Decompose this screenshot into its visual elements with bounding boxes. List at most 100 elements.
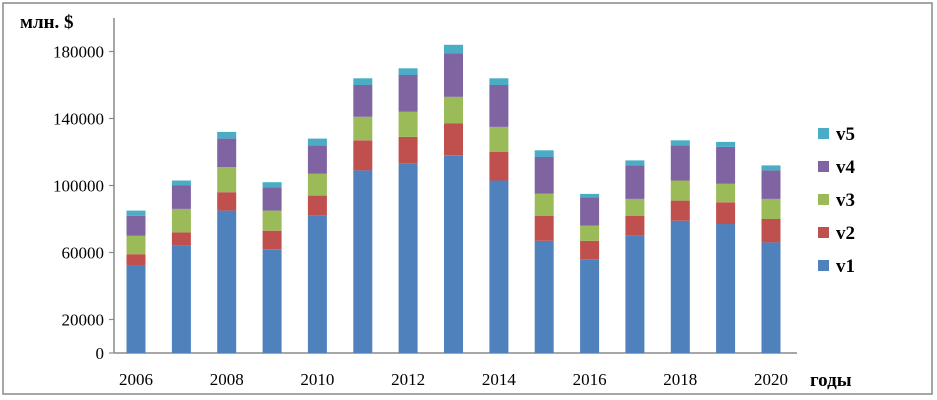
legend-label-v2: v2 [836,223,855,244]
bar-segment-v4-2012 [398,74,418,112]
bar-segment-v3-2020 [761,198,781,219]
bar-segment-v5-2009 [262,182,282,188]
bar-segment-v2-2010 [307,195,327,216]
x-tick-label-2014: 2014 [482,370,517,389]
x-tick-label-2016: 2016 [573,370,607,389]
x-tick-label-2012: 2012 [391,370,425,389]
bar-segment-v2-2009 [262,230,282,250]
bar-segment-v2-2014 [489,152,509,181]
y-tick-label-0: 0 [96,344,105,363]
legend-label-v4: v4 [836,157,856,178]
bar-segment-v2-2011 [353,140,373,171]
bar-segment-v5-2018 [670,140,690,146]
y-tick-label-60000: 60000 [62,244,105,263]
bar-segment-v1-2009 [262,249,282,353]
bar-segment-v3-2006 [126,235,146,255]
bar-segment-v2-2015 [534,215,554,241]
x-tick-label-2018: 2018 [663,370,697,389]
bar-segment-v4-2018 [670,145,690,181]
bar-segment-v1-2014 [489,180,509,353]
legend-swatch-v5 [818,128,829,139]
bar-segment-v5-2006 [126,210,146,216]
y-tick-label-100000: 100000 [53,177,104,196]
legend-swatch-v2 [818,227,829,238]
bar-segment-v5-2017 [625,160,645,166]
bar-segment-v4-2016 [580,197,600,226]
bar-segment-v1-2010 [307,215,327,353]
bar-segment-v5-2019 [716,141,736,147]
bar-segment-v4-2011 [353,85,373,117]
bar-segment-v2-2006 [126,254,146,266]
legend: v5 v4 v3 v2 v1 [818,124,856,277]
bar-segment-v4-2010 [307,145,327,174]
bar-segment-v5-2010 [307,138,327,146]
bar-segment-v1-2011 [353,170,373,353]
bar-segment-v3-2010 [307,173,327,196]
x-tick-label-2010: 2010 [300,370,334,389]
bar-segment-v2-2017 [625,215,645,236]
bar-segment-v3-2015 [534,193,554,216]
bar-segment-v4-2014 [489,85,509,127]
y-tick-label-180000: 180000 [53,43,104,62]
bar-segment-v5-2011 [353,78,373,85]
legend-label-v3: v3 [836,190,855,211]
y-tick-label-20000: 20000 [62,311,105,330]
bar-segment-v3-2017 [625,198,645,216]
bar-segment-v4-2017 [625,165,645,199]
x-ticks-group: 2006 2008 2010 2012 2014 2016 2018 2020 [119,370,788,389]
bars-group [126,44,781,354]
bar-segment-v3-2018 [670,180,690,201]
bar-segment-v4-2008 [217,138,237,168]
bar-segment-v1-2008 [217,210,237,353]
bar-segment-v1-2013 [444,155,463,353]
bar-segment-v4-2015 [534,157,554,194]
bar-segment-v3-2016 [580,225,600,241]
bar-segment-v5-2007 [171,180,191,186]
x-tick-label-2020: 2020 [754,370,788,389]
bar-segment-v3-2012 [398,111,418,137]
bar-segment-v1-2017 [625,235,645,354]
bar-segment-v4-2020 [761,170,781,199]
x-tick-label-2006: 2006 [119,370,153,389]
bar-segment-v1-2018 [670,220,690,353]
bar-segment-v5-2020 [761,165,781,171]
bar-segment-v5-2008 [217,131,237,139]
bar-segment-v1-2012 [398,163,418,353]
legend-swatch-v1 [818,260,829,271]
bar-segment-v5-2012 [398,68,418,75]
bar-segment-v2-2007 [171,232,191,246]
bar-segment-v4-2007 [171,185,191,209]
legend-swatch-v4 [818,161,829,172]
y-ticks-group: 0 20000 60000 100000 140000 180000 [53,43,114,363]
bar-segment-v5-2015 [534,150,554,157]
x-axis-title: годы [810,370,852,391]
y-axis-title: млн. $ [20,12,74,33]
bar-segment-v3-2014 [489,126,509,152]
bar-segment-v1-2019 [716,224,736,353]
x-tick-label-2008: 2008 [210,370,244,389]
bar-segment-v4-2013 [444,53,463,97]
bar-segment-v2-2012 [398,136,418,164]
bar-segment-v1-2007 [171,245,191,353]
bar-segment-v5-2016 [580,193,600,198]
legend-label-v5: v5 [836,124,855,145]
bar-segment-v3-2013 [444,96,463,124]
bar-segment-v2-2013 [444,123,463,156]
bar-segment-v2-2019 [716,202,736,225]
bar-segment-v1-2006 [126,265,146,353]
bar-segment-v1-2015 [534,240,554,353]
bar-segment-v1-2020 [761,242,781,353]
legend-label-v1: v1 [836,256,855,277]
bar-segment-v2-2008 [217,192,237,211]
bar-segment-v3-2007 [171,208,191,233]
bar-segment-v3-2008 [217,167,237,193]
bar-segment-v2-2018 [670,200,690,221]
legend-swatch-v3 [818,194,829,205]
bar-segment-v5-2014 [489,78,509,85]
bar-segment-v4-2009 [262,187,282,211]
bar-segment-v2-2020 [761,219,781,243]
bar-segment-v4-2006 [126,215,146,236]
bar-segment-v2-2016 [580,240,600,260]
